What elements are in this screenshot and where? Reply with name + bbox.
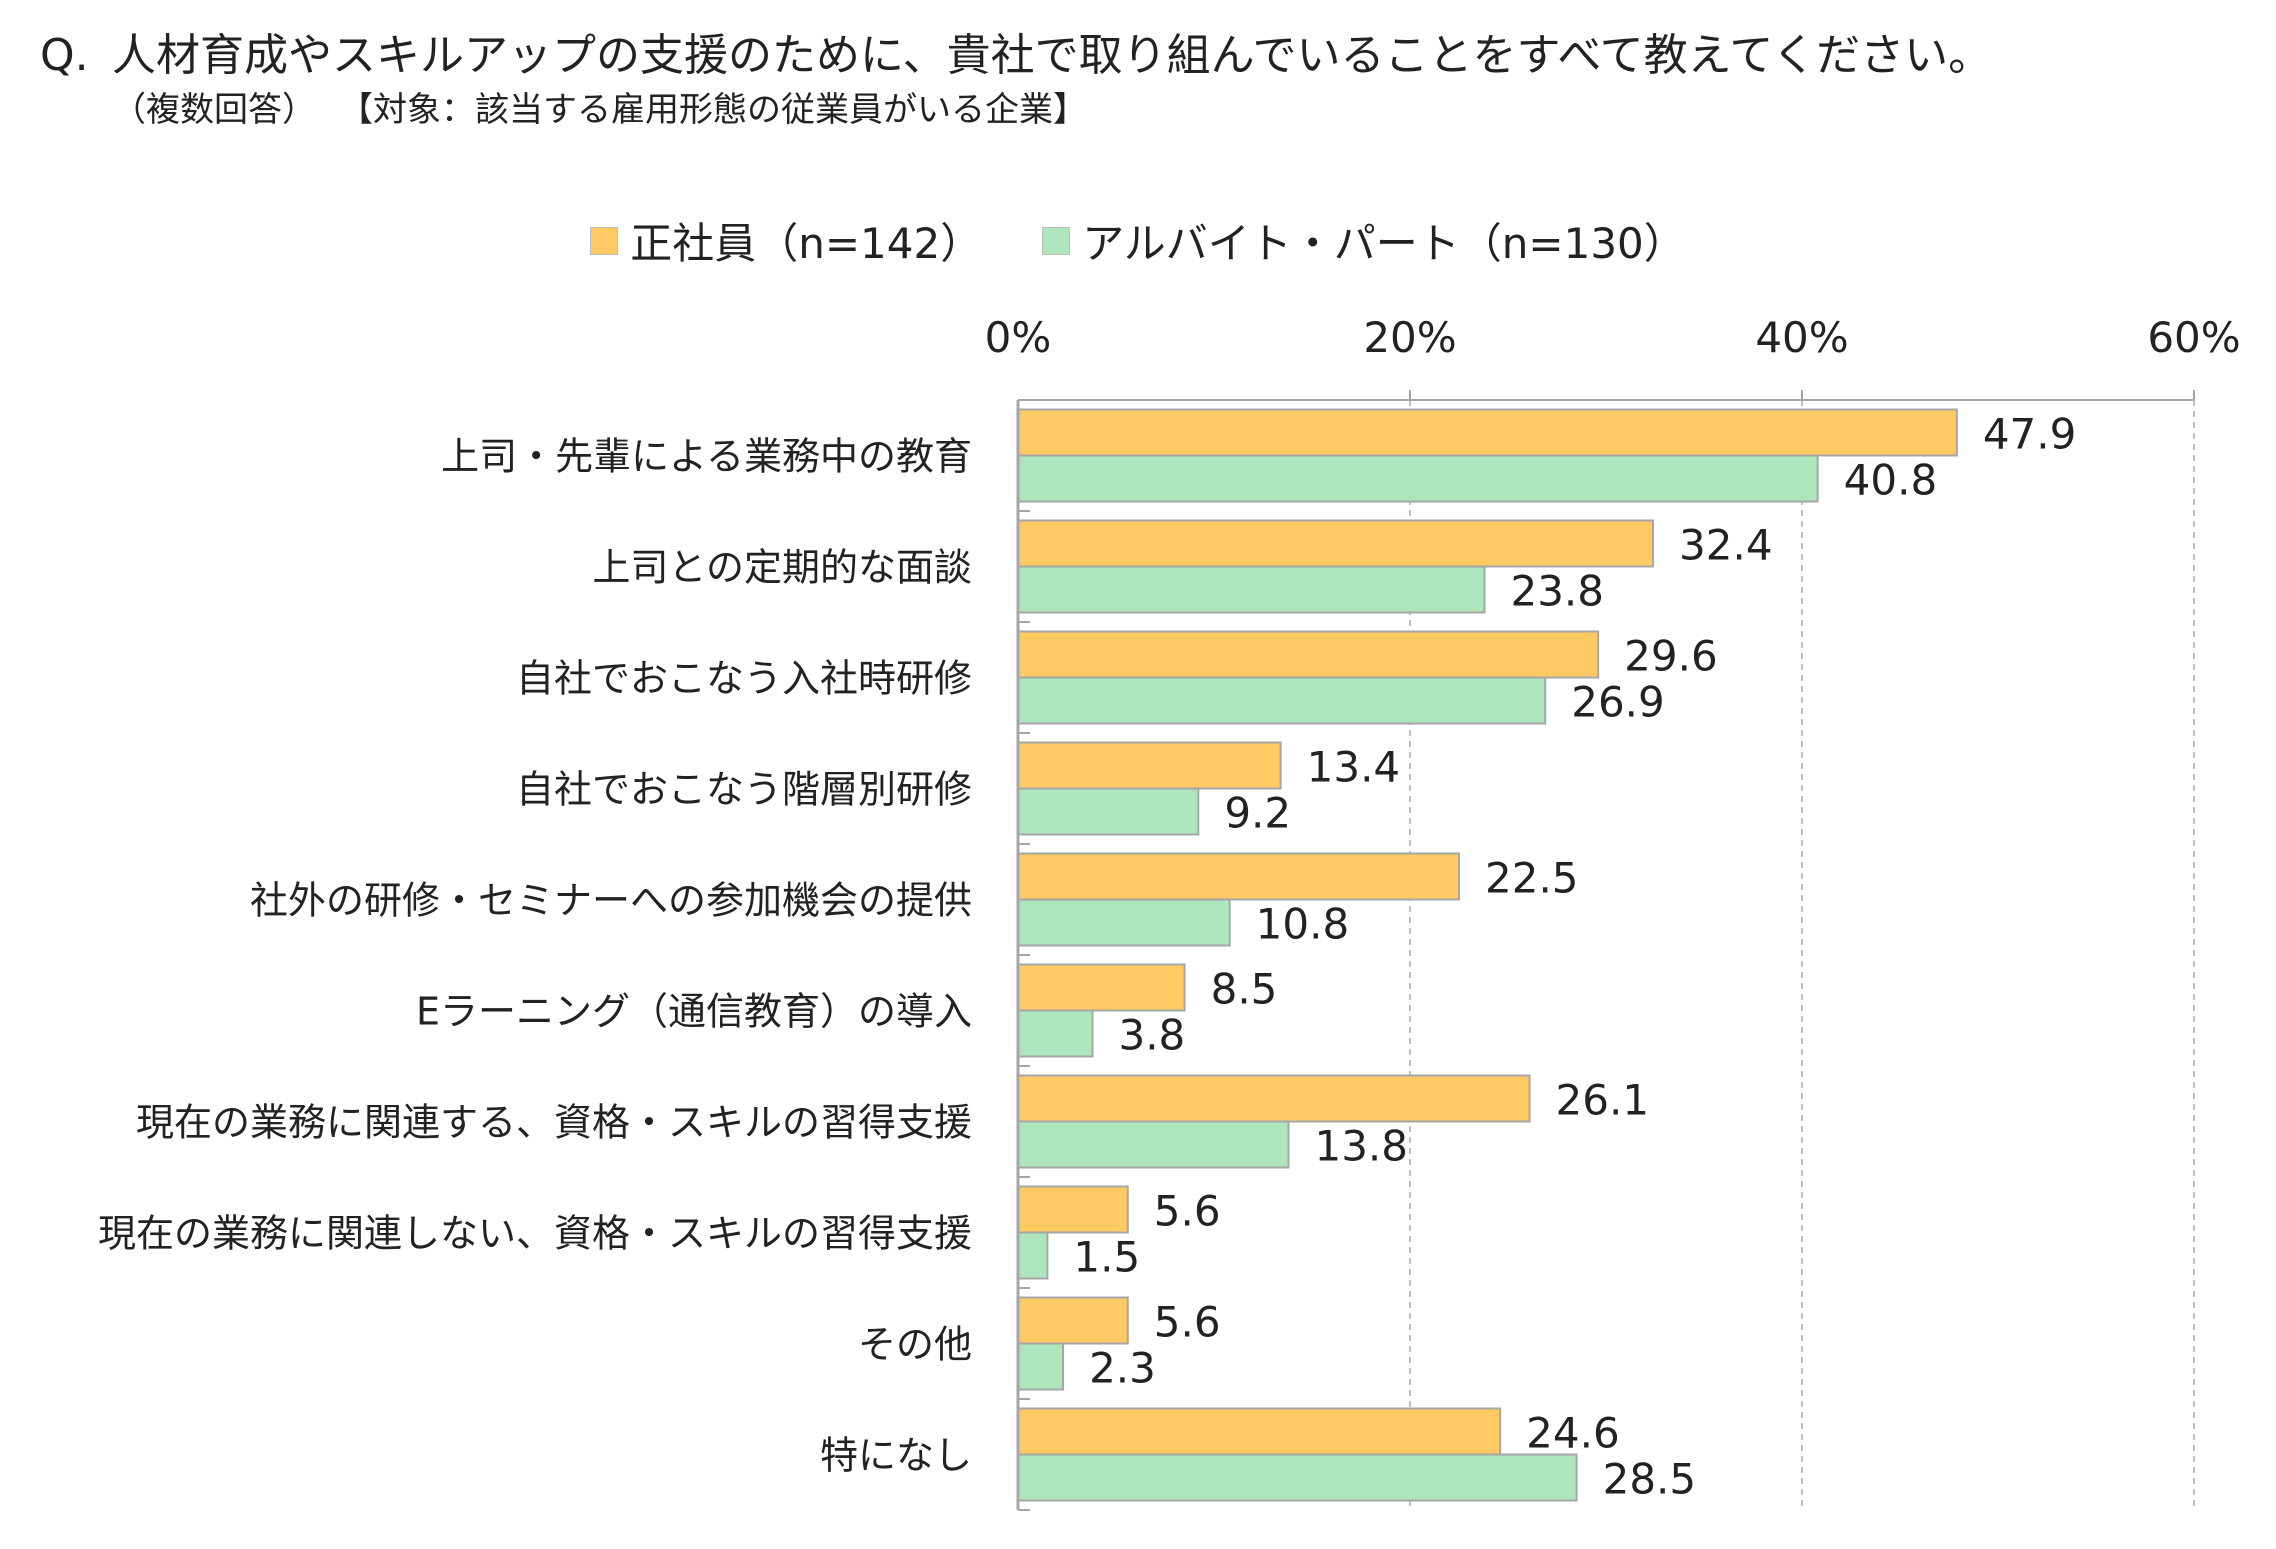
bar-series-1 [1017,408,1958,457]
x-tick-label: 0% [985,313,1052,362]
value-label: 13.8 [1314,1122,1408,1171]
legend-label-series-1: 正社員（n=142） [630,219,983,268]
value-label: 22.5 [1485,854,1579,903]
value-label: 2.3 [1089,1344,1156,1393]
value-label: 47.9 [1983,410,2077,459]
category-label: 自社でおこなう入社時研修 [516,657,972,701]
bar-series-2 [1017,676,1547,725]
value-label: 13.4 [1307,743,1401,792]
value-label: 9.2 [1224,789,1291,838]
category-label: 社外の研修・セミナーへの参加機会の提供 [250,879,972,923]
target-note: 【対象：該当する雇用形態の従業員がいる企業】 [356,90,1087,130]
bar-series-2 [1017,1453,1578,1502]
bar-series-2 [1017,1231,1049,1280]
bar-series-1 [1017,519,1655,568]
question-text: 人材育成やスキルアップの支援のために、貴社で取り組んでいることをすべて教えてくだ… [112,30,1993,81]
category-label: 自社でおこなう階層別研修 [516,768,972,812]
legend-swatch-series-2 [1042,226,1071,255]
category-label: 上司・先輩による業務中の教育 [441,435,972,479]
value-label: 23.8 [1510,567,1604,616]
x-tick-label: 20% [1363,313,1456,362]
value-label: 10.8 [1256,900,1350,949]
bar-series-1 [1017,1185,1129,1234]
answer-note: （複数回答） [112,90,316,130]
bar-series-1 [1017,630,1600,679]
bar-series-1 [1017,1407,1502,1456]
legend-swatch-series-1 [590,226,619,255]
bar-series-2 [1017,898,1231,947]
legend-item-series-2: アルバイト・パート（n=130） [1042,210,1686,271]
category-label: 現在の業務に関連しない、資格・スキルの習得支援 [98,1212,972,1256]
x-tick-label: 60% [2147,313,2240,362]
bar-series-2 [1017,454,1819,503]
chart-subtitle: （複数回答） 【対象：該当する雇用形態の従業員がいる企業】 [112,88,1992,132]
bar-series-1 [1017,741,1282,790]
bar-series-1 [1017,963,1186,1012]
value-label: 29.6 [1624,632,1718,681]
value-label: 1.5 [1073,1233,1140,1282]
value-label: 8.5 [1211,965,1278,1014]
value-label: 40.8 [1844,456,1938,505]
x-tick-label: 40% [1755,313,1848,362]
legend-item-series-1: 正社員（n=142） [590,210,982,271]
bar-series-2 [1017,1120,1290,1169]
value-label: 28.5 [1603,1455,1697,1504]
value-label: 5.6 [1154,1187,1221,1236]
bar-series-2 [1017,1009,1094,1058]
value-label: 5.6 [1154,1298,1221,1347]
value-label: 26.9 [1571,678,1665,727]
value-label: 26.1 [1556,1076,1650,1125]
chart-title: Q. 人材育成やスキルアップの支援のために、貴社で取り組んでいることをすべて教えて… [40,30,1992,82]
bar-series-2 [1017,565,1486,614]
chart-title-block: Q. 人材育成やスキルアップの支援のために、貴社で取り組んでいることをすべて教えて… [40,30,1992,132]
category-label: Eラーニング（通信教育）の導入 [416,990,972,1034]
legend: 正社員（n=142） アルバイト・パート（n=130） [0,210,2276,271]
bar-series-1 [1017,852,1460,901]
category-label: 特になし [820,1434,972,1478]
question-prefix: Q. [40,30,89,81]
bar-series-2 [1017,1342,1065,1391]
value-label: 32.4 [1679,521,1773,570]
category-label: その他 [858,1323,972,1367]
value-label: 3.8 [1118,1011,1185,1060]
bar-series-1 [1017,1296,1129,1345]
category-label: 現在の業務に関連する、資格・スキルの習得支援 [136,1101,972,1145]
value-label: 24.6 [1526,1409,1620,1458]
category-label: 上司との定期的な面談 [592,546,972,590]
bar-series-1 [1017,1074,1531,1123]
bar-series-2 [1017,787,1200,836]
legend-label-series-2: アルバイト・パート（n=130） [1082,219,1686,268]
